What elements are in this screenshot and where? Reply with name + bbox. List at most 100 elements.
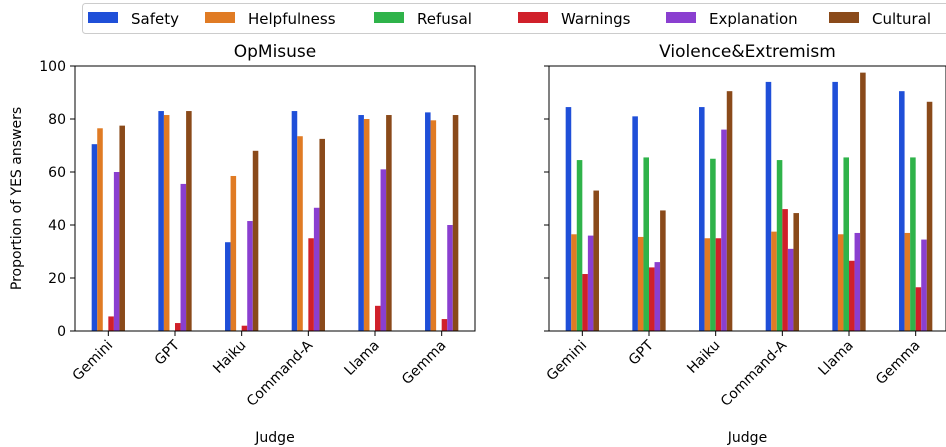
bar-cultural-gpt — [186, 111, 192, 331]
opmisuse-panel: OpMisuse 0 20 40 60 80 100 Gemini GPT HaikuComman… — [9, 42, 476, 446]
bar-safety-haiku — [699, 107, 705, 331]
legend-item-warnings: Warnings — [518, 10, 631, 28]
legend-item-explanation: Explanation — [666, 10, 798, 28]
bar-explanation-gemma — [921, 239, 927, 331]
bar-warnings-gpt — [649, 267, 655, 331]
bar-refusal-gemma — [910, 157, 916, 331]
legend-frame — [82, 3, 946, 34]
bar-warnings-gpt — [175, 323, 181, 331]
bar-explanation-gemma — [447, 225, 453, 331]
bar-safety-gemini — [91, 144, 98, 331]
x-tick-label-command-a: Command-A — [244, 337, 317, 410]
axes-frame — [548, 65, 946, 332]
bar-cultural-gemma — [926, 101, 933, 331]
bar-cultural-gemini — [119, 125, 125, 332]
bar-cultural-command-a — [319, 138, 325, 332]
bar-safety-command-a — [765, 81, 772, 332]
x-tick-label-llama: Llama — [341, 338, 382, 379]
legend-label-safety: Safety — [131, 10, 179, 28]
bar-cultural-haiku — [726, 91, 733, 331]
y-tick-label: 80 — [48, 112, 66, 128]
y-tick-label: 40 — [48, 218, 66, 234]
y-axis: 0 20 40 60 80 100 — [39, 59, 75, 340]
bar-explanation-llama — [854, 232, 861, 331]
bar-helpfulness-gemini — [97, 128, 103, 331]
bar-helpfulness-gemma — [904, 232, 911, 331]
legend-swatch-cultural — [829, 12, 859, 23]
bar-refusal-haiku — [710, 158, 716, 331]
bar-warnings-command-a — [308, 238, 314, 331]
bar-safety-gemma — [425, 112, 431, 332]
bar-explanation-command-a — [787, 248, 794, 331]
bar-warnings-gemini — [582, 274, 588, 331]
y-tick-label: 20 — [48, 271, 66, 287]
legend-item-refusal: Refusal — [374, 10, 472, 28]
y-axis — [544, 65, 549, 332]
legend: Safety Helpfulness Refusal Warnings Explanat… — [82, 3, 946, 34]
bar-cultural-gemini — [593, 190, 599, 331]
bar-helpfulness-haiku — [230, 175, 237, 331]
bar-warnings-haiku — [715, 238, 722, 331]
x-tick-label-gpt: GPT — [626, 337, 657, 368]
bar-warnings-command-a — [782, 209, 788, 331]
bar-safety-haiku — [225, 242, 231, 331]
bar-helpfulness-llama — [363, 119, 370, 331]
bar-safety-gemma — [899, 91, 905, 331]
axes-frame — [74, 65, 476, 332]
y-tick-label: 60 — [48, 165, 66, 181]
violence-extremism-panel: Violence&Extremism Gemini GPT HaikuCommand-… — [544, 42, 946, 446]
legend-label-refusal: Refusal — [417, 10, 472, 28]
bar-explanation-gpt — [180, 183, 187, 331]
bar-helpfulness-gpt — [163, 115, 170, 331]
bar-safety-gpt — [632, 116, 638, 331]
bar-refusal-gemini — [576, 160, 583, 331]
panel-title: Violence&Extremism — [659, 42, 836, 62]
panel-title: OpMisuse — [234, 42, 317, 62]
bar-cultural-command-a — [793, 213, 799, 331]
x-tick-label-gemma: Gemma — [873, 338, 923, 388]
x-tick-label-gemma: Gemma — [399, 338, 449, 388]
legend-swatch-refusal — [374, 12, 404, 23]
legend-swatch-helpfulness — [205, 12, 235, 23]
x-tick-label-haiku: Haiku — [210, 338, 249, 377]
x-tick-label-command-a: Command-A — [718, 337, 791, 410]
bar-explanation-gpt — [654, 262, 661, 331]
bar-helpfulness-gemini — [571, 234, 577, 331]
legend-label-helpfulness: Helpfulness — [248, 10, 336, 28]
x-tick-label-haiku: Haiku — [684, 338, 723, 377]
x-tick-label-gpt: GPT — [152, 337, 183, 368]
bar-cultural-haiku — [252, 150, 259, 331]
bar-cultural-gemma — [452, 115, 459, 331]
bar-helpfulness-gemma — [430, 120, 437, 331]
x-tick-label-gemini: Gemini — [544, 338, 591, 385]
bar-cultural-gpt — [660, 210, 666, 331]
bar-warnings-haiku — [241, 325, 248, 331]
legend-swatch-explanation — [666, 12, 696, 23]
legend-swatch-safety — [88, 12, 118, 23]
bar-safety-command-a — [291, 111, 298, 331]
legend-label-explanation: Explanation — [709, 10, 798, 28]
bar-explanation-gemini — [113, 172, 120, 331]
bar-safety-llama — [832, 81, 838, 332]
bar-warnings-gemma — [441, 319, 448, 331]
bar-safety-llama — [358, 115, 364, 331]
legend-item-cultural: Cultural — [829, 10, 931, 28]
legend-swatch-warnings — [518, 12, 548, 23]
bar-warnings-llama — [849, 260, 855, 331]
legend-item-safety: Safety — [88, 10, 179, 28]
bar-safety-gpt — [158, 111, 164, 331]
legend-label-cultural: Cultural — [872, 10, 931, 28]
bar-explanation-gemini — [587, 235, 594, 331]
bar-explanation-haiku — [721, 129, 727, 331]
bar-warnings-gemma — [915, 287, 922, 331]
y-tick-label: 0 — [57, 324, 66, 340]
bar-refusal-llama — [843, 157, 850, 331]
y-axis-label: Proportion of YES answers — [9, 107, 25, 290]
legend-label-warnings: Warnings — [561, 10, 631, 28]
bar-warnings-llama — [375, 305, 381, 331]
x-axis-label: Judge — [727, 430, 767, 446]
bar-helpfulness-haiku — [704, 238, 711, 331]
